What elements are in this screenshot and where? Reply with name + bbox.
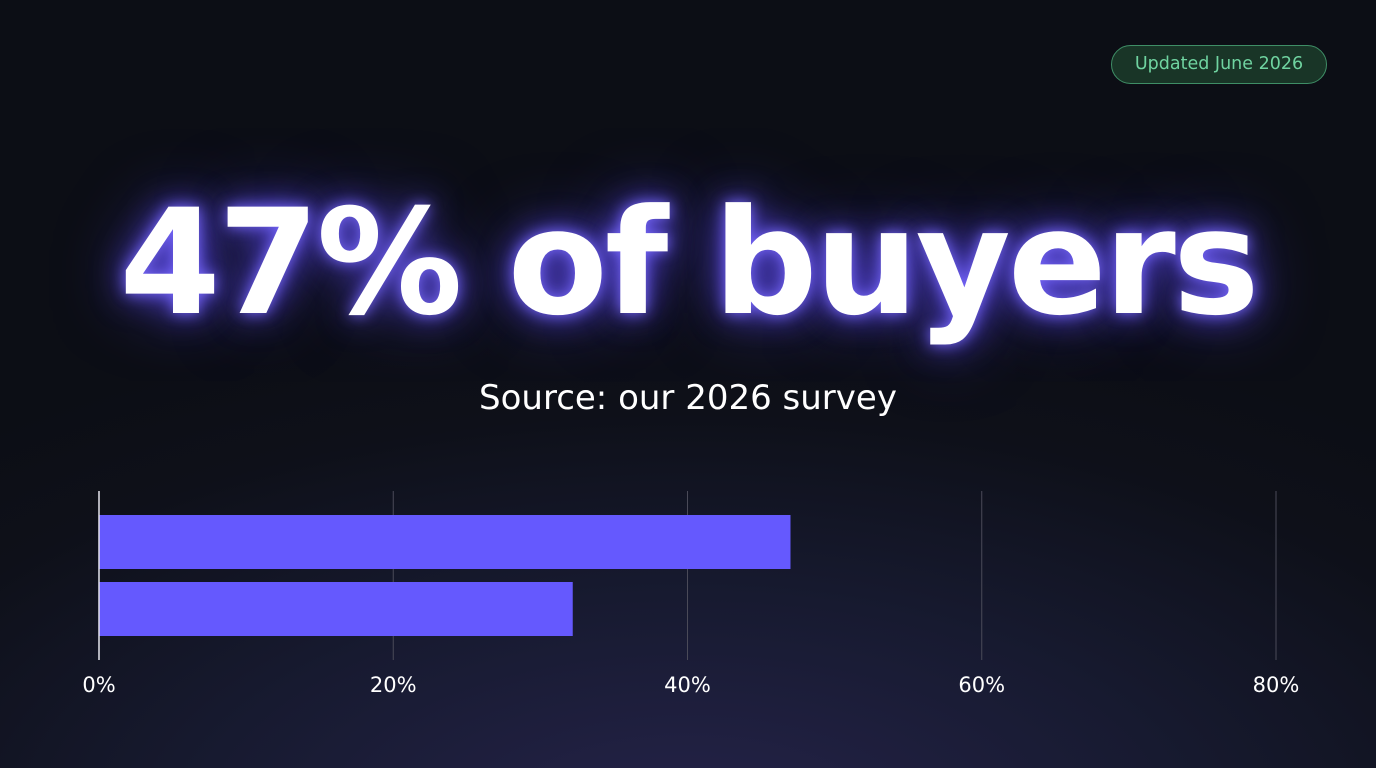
- updated-badge: Updated June 2026: [1111, 45, 1327, 84]
- source-subtitle: Source: our 2026 survey: [479, 378, 897, 418]
- headline-stat: 47% of buyers: [119, 178, 1259, 348]
- x-tick-label-0: 0%: [82, 673, 115, 697]
- x-tick-label-3: 60%: [958, 673, 1005, 697]
- x-tick-label-4: 80%: [1253, 673, 1300, 697]
- bar-1: [99, 515, 791, 569]
- x-tick-label-1: 20%: [370, 673, 417, 697]
- bar-2: [99, 582, 573, 636]
- x-tick-label-2: 40%: [664, 673, 711, 697]
